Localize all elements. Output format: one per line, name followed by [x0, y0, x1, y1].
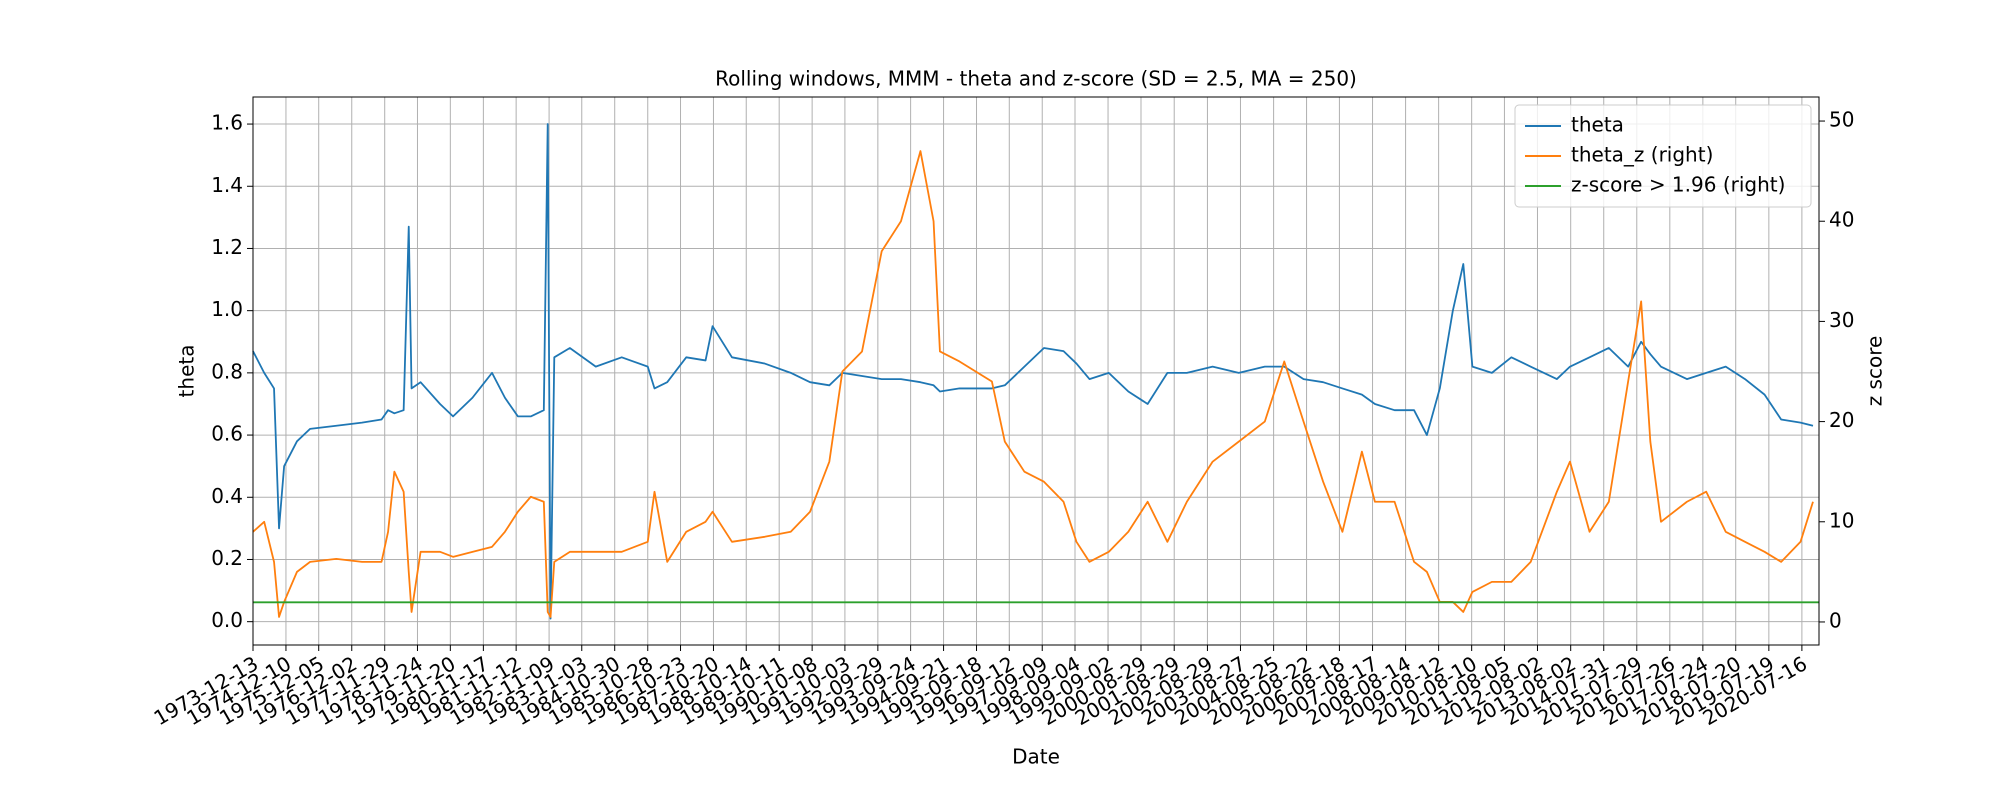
y-axis-label: theta	[175, 345, 199, 398]
y2-tick-label: 10	[1829, 508, 1854, 532]
legend-label: theta_z (right)	[1571, 143, 1713, 167]
y2-tick-label: 50	[1829, 108, 1854, 132]
plot-frame	[252, 96, 1820, 646]
y2-axis-label: z score	[1863, 336, 1887, 407]
legend-box	[1514, 104, 1812, 208]
y2-tick-label: 20	[1829, 408, 1854, 432]
y-tick-label: 0.2	[211, 546, 243, 570]
line-series	[252, 150, 1814, 618]
y-tick-label: 1.2	[211, 235, 243, 259]
y2-tick-label: 40	[1829, 208, 1854, 232]
y-tick-label: 0.6	[211, 422, 243, 446]
legend-label: z-score > 1.96 (right)	[1571, 173, 1785, 197]
line-series	[252, 123, 1814, 620]
chart-title: Rolling windows, MMM - theta and z-score…	[715, 67, 1357, 91]
y-tick-label: 0.0	[211, 608, 243, 632]
y-tick-label: 1.4	[211, 173, 243, 197]
legend-label: theta	[1571, 113, 1624, 137]
y-tick-label: 0.8	[211, 359, 243, 383]
y2-tick-label: 30	[1829, 308, 1854, 332]
x-axis-label: Date	[1012, 745, 1060, 769]
y-tick-label: 1.0	[211, 297, 243, 321]
y2-tick-label: 0	[1829, 608, 1842, 632]
y-tick-label: 1.6	[211, 111, 243, 135]
y-tick-label: 0.4	[211, 484, 243, 508]
